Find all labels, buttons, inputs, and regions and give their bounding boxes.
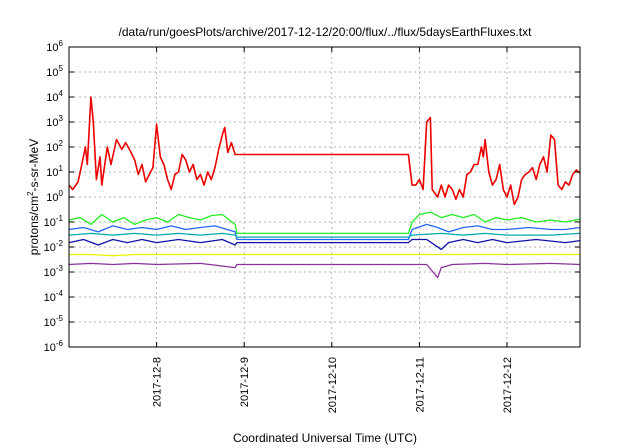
series-line-4: [68, 232, 581, 238]
y-axis-label-superscript: 2: [26, 191, 35, 196]
y-tick-label: 106: [46, 39, 63, 54]
y-tick-label: 105: [46, 64, 63, 79]
y-axis-label-base: protons/cm: [27, 196, 41, 255]
y-tick-base: 10: [46, 167, 58, 179]
y-tick-label: 10-1: [44, 214, 64, 229]
y-tick-label: 10-6: [44, 339, 64, 354]
y-tick-base: 10: [46, 192, 58, 204]
y-tick-exponent: 5: [59, 64, 64, 73]
y-tick-base: 10: [44, 242, 56, 254]
y-axis-label: protons/cm2-s-sr-MeV: [26, 139, 41, 255]
y-tick-label: 104: [46, 89, 63, 104]
y-tick-label: 103: [46, 114, 63, 129]
y-tick-exponent: -4: [56, 289, 64, 298]
y-tick-exponent: -2: [56, 239, 64, 248]
y-tick-base: 10: [46, 92, 58, 104]
y-tick-label: 10-3: [44, 264, 64, 279]
chart-title: /data/run/goesPlots/archive/2017-12-12/2…: [119, 25, 533, 39]
series-line-3: [68, 223, 581, 241]
y-tick-base: 10: [46, 42, 58, 54]
grid-lines: [69, 47, 580, 347]
y-tick-exponent: -3: [56, 264, 64, 273]
y-tick-label: 10-2: [44, 239, 64, 254]
y-tick-exponent: 0: [59, 189, 64, 198]
series-lines: [68, 96, 581, 279]
y-tick-label: 100: [46, 189, 63, 204]
y-axis-label-rest: -s-sr-MeV: [27, 139, 41, 192]
x-tick-label: 2017-12-11: [414, 357, 426, 412]
x-tick-label: 2017-12-9: [239, 357, 251, 407]
y-tick-label: 102: [46, 139, 63, 154]
series-line-1: [68, 96, 581, 206]
y-tick-exponent: 2: [59, 139, 64, 148]
x-tick-label: 2017-12-10: [327, 357, 339, 413]
x-axis: 2017-12-8 2017-12-9 2017-12-10 2017-12-11 20…: [152, 47, 514, 413]
series-line-5: [68, 238, 581, 251]
y-tick-base: 10: [44, 317, 56, 329]
y-tick-base: 10: [46, 142, 58, 154]
y-tick-base: 10: [44, 292, 56, 304]
y-tick-base: 10: [44, 217, 56, 229]
y-tick-label: 101: [46, 164, 63, 179]
y-axis: 10-610-510-410-310-210-11001011021031041…: [44, 39, 580, 354]
y-tick-base: 10: [44, 342, 56, 354]
y-tick-label: 10-5: [44, 314, 64, 329]
y-tick-exponent: 1: [59, 164, 64, 173]
y-tick-base: 10: [44, 267, 56, 279]
y-tick-exponent: 4: [59, 89, 64, 98]
x-tick-label: 2017-12-12: [502, 357, 514, 413]
y-tick-exponent: 6: [59, 39, 64, 48]
series-line-6: [69, 253, 580, 257]
y-tick-base: 10: [46, 117, 58, 129]
y-tick-label: 10-4: [44, 289, 64, 304]
y-tick-exponent: -5: [56, 314, 64, 323]
y-tick-exponent: -6: [56, 339, 64, 348]
x-tick-label: 2017-12-8: [152, 357, 164, 407]
series-line-7: [68, 262, 581, 279]
series-line-2: [68, 211, 581, 235]
x-axis-label: Coordinated Universal Time (UTC): [233, 431, 417, 445]
y-tick-base: 10: [46, 67, 58, 79]
y-tick-exponent: -1: [56, 214, 64, 223]
y-tick-exponent: 3: [59, 114, 64, 123]
